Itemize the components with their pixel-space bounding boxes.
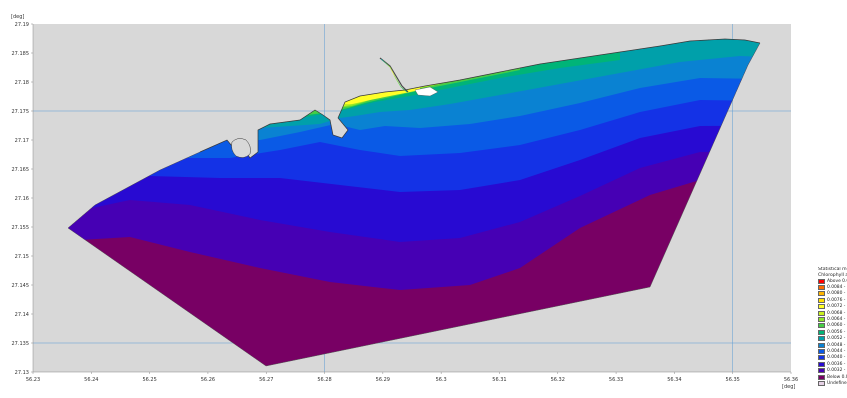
river-channel-fill <box>380 58 408 93</box>
legend-item: Above 0.0 <box>818 278 847 284</box>
y-tick-label-8: 27.15 <box>15 254 29 260</box>
x-tick-label-6: 56.29 <box>376 377 390 383</box>
legend-swatch <box>818 285 825 291</box>
legend-item: Below 0.0 <box>818 374 847 380</box>
legend-label: 0.0044 - 0.0 <box>827 348 847 354</box>
x-tick-label-0: 56.23 <box>26 377 40 383</box>
legend-label: 0.0040 - 0.0 <box>827 355 847 361</box>
legend-swatch <box>818 361 825 367</box>
legend-label: Below 0.0 <box>827 374 847 380</box>
y-tick-label-12: 27.13 <box>15 370 29 376</box>
legend-swatch <box>818 380 825 386</box>
x-tick-label-13: 56.36 <box>784 377 798 383</box>
legend-swatch <box>818 310 825 316</box>
x-tick-label-8: 56.31 <box>492 377 506 383</box>
legend-item: 0.0064 - 0.0 <box>818 316 847 323</box>
x-tick-label-5: 56.28 <box>317 377 331 383</box>
legend-item: 0.0084 - 0.0 <box>818 284 847 291</box>
x-tick-label-12: 56.35 <box>726 377 740 383</box>
x-tick-label-3: 56.26 <box>201 377 215 383</box>
legend-label: Undefined V <box>827 380 847 386</box>
legend-swatch <box>818 336 825 342</box>
y-tick-label-10: 27.14 <box>15 312 29 318</box>
y-tick-label-11: 27.135 <box>12 341 30 347</box>
x-tick-label-2: 56.25 <box>142 377 156 383</box>
legend-item: 0.0060 - 0.0 <box>818 323 847 329</box>
legend-item: 0.0032 - 0.0 <box>818 367 847 374</box>
legend-swatch <box>818 368 825 374</box>
x-tick-label-7: 56.3 <box>436 377 447 383</box>
legend-item: 0.0044 - 0.0 <box>818 348 847 354</box>
legend-swatch <box>818 342 825 348</box>
y-tick-label-9: 27.145 <box>12 283 30 289</box>
y-tick-labels: 27.19 27.185 27.18 27.175 27.17 27.165 27.16 27… <box>12 22 33 376</box>
x-tick-label-11: 56.34 <box>667 377 681 383</box>
legend-item: 0.0072 - 0.0 <box>818 304 847 310</box>
x-axis-unit: [deg] <box>782 384 795 390</box>
legend-swatch <box>818 297 825 303</box>
legend-label: 0.0032 - 0.0 <box>827 368 847 374</box>
y-tick-label-6: 27.16 <box>15 196 29 202</box>
legend-item: 0.0048 - 0.0 <box>818 342 847 348</box>
legend-item: 0.0040 - 0.0 <box>818 355 847 361</box>
x-tick-labels: 56.23 56.24 56.25 56.26 56.27 56.28 56.29 56.3 5… <box>26 372 798 383</box>
x-tick-label-9: 56.32 <box>551 377 565 383</box>
legend: Statistical mean: Chlorophyll a [mg Abov… <box>818 267 847 387</box>
legend-item: 0.0036 - 0.0 <box>818 361 847 367</box>
y-tick-label-2: 27.18 <box>15 80 29 86</box>
legend-label: 0.0084 - 0.0 <box>827 285 847 291</box>
legend-swatch <box>818 291 825 297</box>
legend-swatch <box>818 317 825 323</box>
y-tick-label-4: 27.17 <box>15 138 29 144</box>
legend-item: 0.0068 - 0.0 <box>818 310 847 316</box>
legend-swatch <box>818 355 825 361</box>
legend-swatch <box>818 278 825 284</box>
y-tick-label-7: 27.155 <box>12 225 30 231</box>
legend-label: 0.0060 - 0.0 <box>827 323 847 329</box>
legend-title-line-2: Chlorophyll a [mg <box>818 272 847 278</box>
legend-swatch <box>818 348 825 354</box>
legend-item: 0.0076 - 0.0 <box>818 297 847 303</box>
island <box>231 138 251 158</box>
legend-item: Undefined V <box>818 380 847 386</box>
legend-label: 0.0064 - 0.0 <box>827 317 847 323</box>
island-2 <box>414 86 439 97</box>
river-channel <box>379 57 409 93</box>
legend-label: 0.0072 - 0.0 <box>827 304 847 310</box>
y-tick-label-3: 27.175 <box>12 109 30 115</box>
legend-label: 0.0052 - 0.0 <box>827 336 847 342</box>
y-tick-label-5: 27.165 <box>12 167 30 173</box>
x-tick-label-4: 56.27 <box>259 377 273 383</box>
y-tick-label-0: 27.19 <box>15 22 29 28</box>
legend-swatch <box>818 304 825 310</box>
legend-label: 0.0056 - 0.0 <box>827 329 847 335</box>
legend-item: 0.0052 - 0.0 <box>818 336 847 342</box>
legend-label: 0.0080 - 0.0 <box>827 291 847 297</box>
y-axis-unit: [deg] <box>11 14 24 20</box>
x-tick-label-10: 56.33 <box>609 377 623 383</box>
y-tick-label-1: 27.185 <box>12 51 30 57</box>
legend-label: 0.0036 - 0.0 <box>827 361 847 367</box>
legend-item: 0.0080 - 0.0 <box>818 291 847 297</box>
legend-entries: Above 0.00.0084 - 0.00.0080 - 0.00.0076 … <box>818 278 847 387</box>
coastline <box>199 38 761 159</box>
sea-boundary <box>67 42 761 367</box>
legend-swatch <box>818 323 825 329</box>
x-tick-label-1: 56.24 <box>84 377 98 383</box>
legend-label: 0.0068 - 0.0 <box>827 310 847 316</box>
legend-swatch <box>818 374 825 380</box>
legend-swatch <box>818 329 825 335</box>
legend-title-line-1: Statistical mean: <box>818 267 847 272</box>
legend-item: 0.0056 - 0.0 <box>818 329 847 335</box>
legend-label: 0.0076 - 0.0 <box>827 297 847 303</box>
legend-label: 0.0048 - 0.0 <box>827 342 847 348</box>
legend-label: Above 0.0 <box>827 278 847 284</box>
